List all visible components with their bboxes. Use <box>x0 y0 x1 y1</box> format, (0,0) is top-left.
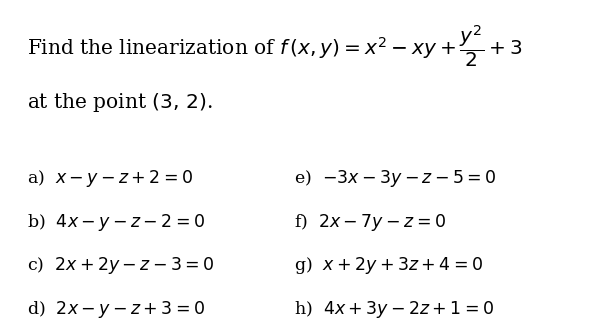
Text: f)  $2x-7y-z=0$: f) $2x-7y-z=0$ <box>294 212 446 233</box>
Text: a)  $x-y-z+2=0$: a) $x-y-z+2=0$ <box>27 168 193 189</box>
Text: c)  $2x+2y-z-3=0$: c) $2x+2y-z-3=0$ <box>27 255 214 276</box>
Text: g)  $x+2y+3z+4=0$: g) $x+2y+3z+4=0$ <box>294 255 484 276</box>
Text: at the point $(3,\,2)$.: at the point $(3,\,2)$. <box>27 91 213 114</box>
Text: Find the linearization of $f\,(x, y) = x^2 - xy + \dfrac{y^2}{2} + 3$: Find the linearization of $f\,(x, y) = x… <box>27 24 522 70</box>
Text: e)  $-3x-3y-z-5=0$: e) $-3x-3y-z-5=0$ <box>294 168 497 189</box>
Text: h)  $4x+3y-2z+1=0$: h) $4x+3y-2z+1=0$ <box>294 299 495 320</box>
Text: b)  $4x-y-z-2=0$: b) $4x-y-z-2=0$ <box>27 212 204 233</box>
Text: d)  $2x-y-z+3=0$: d) $2x-y-z+3=0$ <box>27 299 204 320</box>
